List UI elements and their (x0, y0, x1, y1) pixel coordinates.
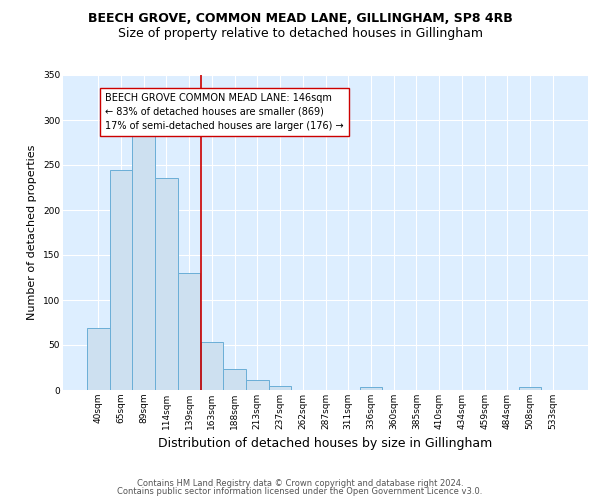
Bar (155, 178, 178, 390)
Bar (359, 388, 382, 390)
Bar (178, 273, 200, 390)
X-axis label: Distribution of detached houses by size in Gillingham: Distribution of detached houses by size … (158, 438, 493, 450)
Text: Contains public sector information licensed under the Open Government Licence v3: Contains public sector information licen… (118, 487, 482, 496)
Bar (87, 328, 110, 390)
Bar (200, 342, 223, 390)
Bar (110, 170, 133, 390)
Y-axis label: Number of detached properties: Number of detached properties (28, 145, 37, 320)
Text: Size of property relative to detached houses in Gillingham: Size of property relative to detached ho… (118, 28, 482, 40)
Bar (269, 386, 292, 390)
Bar (246, 380, 269, 390)
Text: BEECH GROVE, COMMON MEAD LANE, GILLINGHAM, SP8 4RB: BEECH GROVE, COMMON MEAD LANE, GILLINGHA… (88, 12, 512, 26)
Bar (223, 370, 246, 390)
Text: BEECH GROVE COMMON MEAD LANE: 146sqm
← 83% of detached houses are smaller (869)
: BEECH GROVE COMMON MEAD LANE: 146sqm ← 8… (105, 93, 344, 131)
Bar (518, 388, 541, 390)
Text: Contains HM Land Registry data © Crown copyright and database right 2024.: Contains HM Land Registry data © Crown c… (137, 478, 463, 488)
Bar (133, 129, 155, 390)
